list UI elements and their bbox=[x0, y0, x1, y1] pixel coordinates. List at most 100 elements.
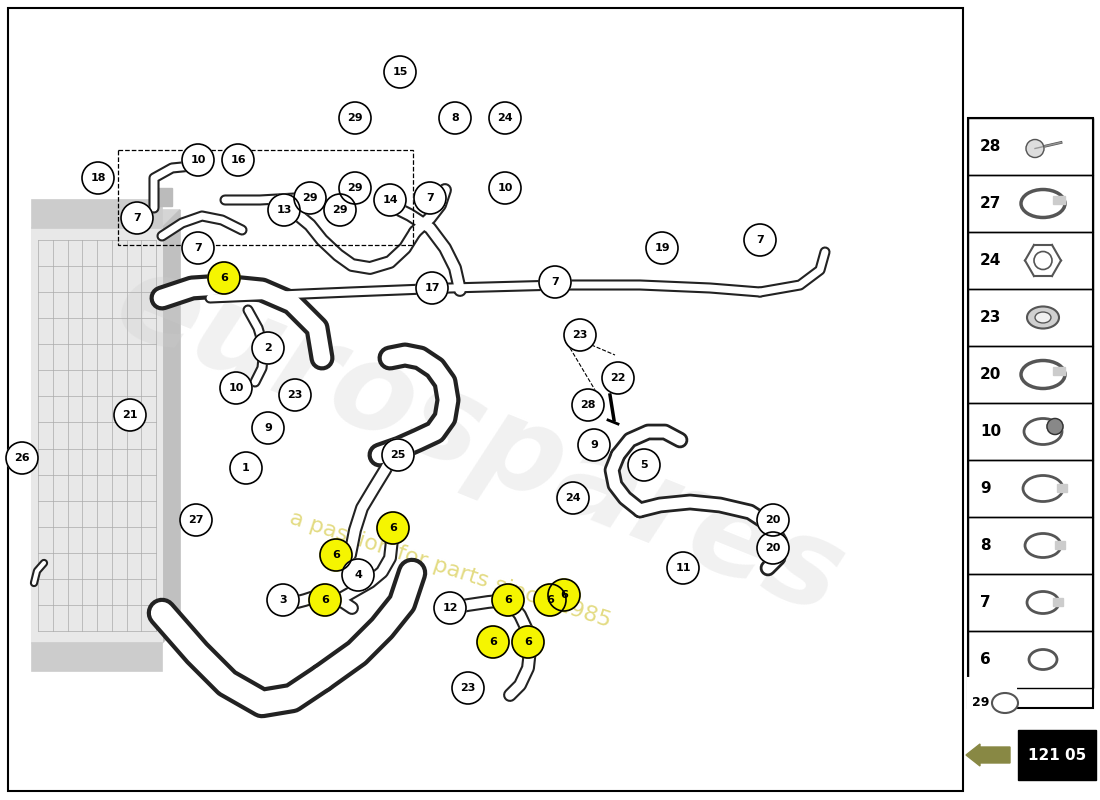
Text: 4: 4 bbox=[354, 570, 362, 580]
Circle shape bbox=[377, 512, 409, 544]
Text: 8: 8 bbox=[980, 538, 991, 553]
Circle shape bbox=[646, 232, 678, 264]
Circle shape bbox=[572, 389, 604, 421]
Text: 13: 13 bbox=[276, 205, 292, 215]
Circle shape bbox=[252, 412, 284, 444]
Text: 6: 6 bbox=[980, 652, 991, 667]
Text: 9: 9 bbox=[264, 423, 272, 433]
FancyArrow shape bbox=[966, 744, 1010, 766]
Text: 23: 23 bbox=[980, 310, 1001, 325]
Circle shape bbox=[557, 482, 588, 514]
Text: 17: 17 bbox=[425, 283, 440, 293]
Text: 20: 20 bbox=[980, 367, 1001, 382]
Circle shape bbox=[539, 266, 571, 298]
Circle shape bbox=[548, 579, 580, 611]
Bar bbox=[968, 403, 1093, 460]
Circle shape bbox=[180, 504, 212, 536]
Bar bbox=[152, 188, 172, 206]
Bar bbox=[968, 232, 1093, 289]
Text: 9: 9 bbox=[590, 440, 598, 450]
Text: 25: 25 bbox=[390, 450, 406, 460]
Text: 7: 7 bbox=[194, 243, 202, 253]
Circle shape bbox=[6, 442, 38, 474]
Bar bbox=[968, 574, 1093, 631]
Text: 6: 6 bbox=[524, 637, 532, 647]
Circle shape bbox=[512, 626, 544, 658]
Text: 29: 29 bbox=[332, 205, 348, 215]
Text: 6: 6 bbox=[504, 595, 512, 605]
Bar bbox=[968, 631, 1093, 688]
Text: 28: 28 bbox=[581, 400, 596, 410]
Circle shape bbox=[628, 449, 660, 481]
Circle shape bbox=[1026, 139, 1044, 158]
Text: 12: 12 bbox=[442, 603, 458, 613]
Text: 7: 7 bbox=[756, 235, 763, 245]
Circle shape bbox=[230, 452, 262, 484]
Circle shape bbox=[490, 102, 521, 134]
Bar bbox=[1057, 483, 1067, 491]
Bar bbox=[968, 730, 1016, 780]
Text: 6: 6 bbox=[490, 637, 497, 647]
Circle shape bbox=[320, 539, 352, 571]
Circle shape bbox=[268, 194, 300, 226]
Circle shape bbox=[757, 532, 789, 564]
Text: 2: 2 bbox=[264, 343, 272, 353]
Text: 27: 27 bbox=[188, 515, 204, 525]
Bar bbox=[968, 517, 1093, 574]
Bar bbox=[968, 460, 1093, 517]
Circle shape bbox=[602, 362, 634, 394]
Bar bbox=[118, 150, 412, 245]
Bar bbox=[32, 200, 162, 228]
Polygon shape bbox=[162, 210, 180, 643]
Text: 21: 21 bbox=[122, 410, 138, 420]
Text: 26: 26 bbox=[14, 453, 30, 463]
Circle shape bbox=[667, 552, 698, 584]
Ellipse shape bbox=[1035, 312, 1050, 323]
Bar bbox=[968, 678, 1016, 728]
Text: 24: 24 bbox=[565, 493, 581, 503]
Bar bbox=[968, 175, 1093, 232]
Circle shape bbox=[279, 379, 311, 411]
Text: 1: 1 bbox=[242, 463, 250, 473]
Circle shape bbox=[416, 272, 448, 304]
Text: 10: 10 bbox=[190, 155, 206, 165]
Circle shape bbox=[294, 182, 326, 214]
Text: 6: 6 bbox=[332, 550, 340, 560]
Text: 24: 24 bbox=[497, 113, 513, 123]
Circle shape bbox=[374, 184, 406, 216]
Text: 29: 29 bbox=[348, 113, 363, 123]
Text: 10: 10 bbox=[980, 424, 1001, 439]
Text: 7: 7 bbox=[980, 595, 991, 610]
Circle shape bbox=[439, 102, 471, 134]
Circle shape bbox=[220, 372, 252, 404]
Bar bbox=[32, 228, 162, 643]
Bar bbox=[1018, 730, 1096, 780]
Text: 6: 6 bbox=[546, 595, 554, 605]
Circle shape bbox=[477, 626, 509, 658]
Circle shape bbox=[208, 262, 240, 294]
Circle shape bbox=[564, 319, 596, 351]
Text: eurospares: eurospares bbox=[100, 241, 860, 639]
Circle shape bbox=[324, 194, 356, 226]
Circle shape bbox=[182, 232, 214, 264]
Text: 14: 14 bbox=[382, 195, 398, 205]
Text: 11: 11 bbox=[675, 563, 691, 573]
Circle shape bbox=[384, 56, 416, 88]
Circle shape bbox=[744, 224, 775, 256]
Text: 19: 19 bbox=[654, 243, 670, 253]
Text: 27: 27 bbox=[980, 196, 1001, 211]
Circle shape bbox=[82, 162, 114, 194]
Text: 6: 6 bbox=[389, 523, 397, 533]
Text: 3: 3 bbox=[279, 595, 287, 605]
Text: 10: 10 bbox=[497, 183, 513, 193]
Bar bbox=[968, 346, 1093, 403]
Circle shape bbox=[309, 584, 341, 616]
Circle shape bbox=[121, 202, 153, 234]
Polygon shape bbox=[32, 210, 180, 228]
Text: 6: 6 bbox=[220, 273, 228, 283]
Circle shape bbox=[1047, 418, 1063, 434]
Circle shape bbox=[339, 102, 371, 134]
Circle shape bbox=[114, 399, 146, 431]
Text: 20: 20 bbox=[766, 543, 781, 553]
Text: 6: 6 bbox=[321, 595, 329, 605]
